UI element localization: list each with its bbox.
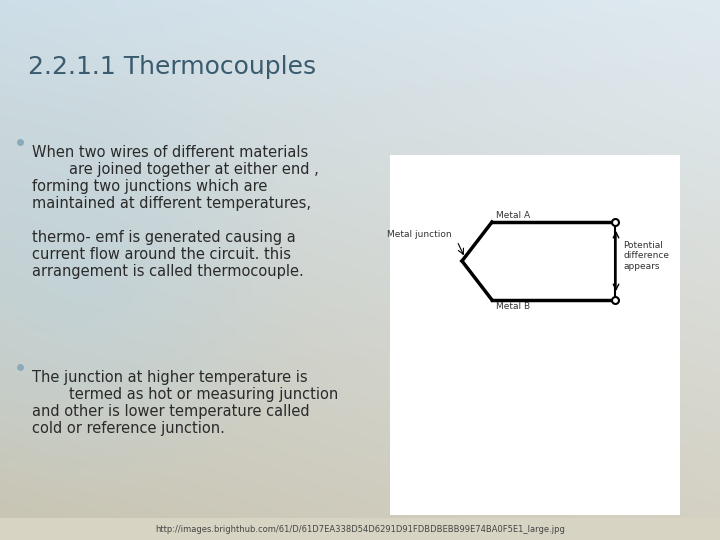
Text: termed as hot or measuring junction: termed as hot or measuring junction bbox=[32, 387, 338, 402]
Text: When two wires of different materials: When two wires of different materials bbox=[32, 145, 308, 160]
Text: thermo- emf is generated causing a: thermo- emf is generated causing a bbox=[32, 230, 296, 245]
Text: current flow around the circuit. this: current flow around the circuit. this bbox=[32, 247, 291, 262]
Bar bbox=[0, 518, 720, 540]
Bar bbox=[390, 155, 680, 515]
Text: Metal A: Metal A bbox=[496, 211, 530, 220]
Text: cold or reference junction.: cold or reference junction. bbox=[32, 421, 225, 436]
Text: are joined together at either end ,: are joined together at either end , bbox=[32, 162, 319, 177]
Text: http://images.brighthub.com/61/D/61D7EA338D54D6291D91FDBDBEBB99E74BA0F5E1_large.: http://images.brighthub.com/61/D/61D7EA3… bbox=[155, 524, 565, 534]
Text: forming two junctions which are: forming two junctions which are bbox=[32, 179, 267, 194]
Text: Metal B: Metal B bbox=[496, 302, 530, 311]
Text: The junction at higher temperature is: The junction at higher temperature is bbox=[32, 370, 307, 385]
Text: maintained at different temperatures,: maintained at different temperatures, bbox=[32, 196, 311, 211]
Text: 2.2.1.1 Thermocouples: 2.2.1.1 Thermocouples bbox=[28, 55, 316, 79]
Text: arrangement is called thermocouple.: arrangement is called thermocouple. bbox=[32, 264, 304, 279]
Text: Potential
difference
appears: Potential difference appears bbox=[623, 241, 669, 271]
Text: and other is lower temperature called: and other is lower temperature called bbox=[32, 404, 310, 419]
Text: Metal junction: Metal junction bbox=[387, 230, 452, 239]
